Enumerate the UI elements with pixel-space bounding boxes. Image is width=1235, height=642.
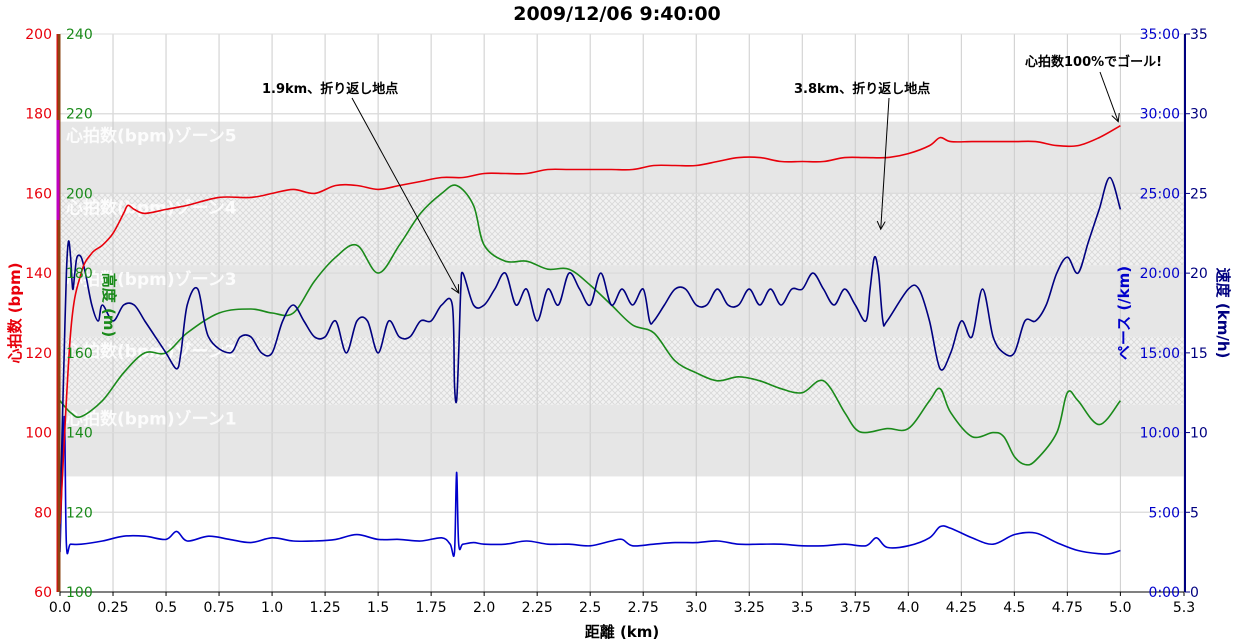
series-line-speed [59,176,1122,529]
zone-band [60,193,1184,266]
tick-label-x: 4.75 [1052,600,1083,616]
tick-label-x: 1.75 [416,600,447,616]
tick-label-pace: 25:00 [1140,186,1180,202]
series-line-pace [59,415,1121,558]
zone-label: 心拍数(bpm)ゾーン4 [66,197,237,218]
tick-label-hr: 180 [25,107,52,123]
tick-label-alt: 220 [66,107,93,123]
tick-label-x: 1.5 [367,600,389,616]
tick-label-hr: 100 [25,426,52,442]
axes-layer: 6080100120140160180200100120140160180200… [6,27,1232,641]
tick-label-hr: 120 [25,346,52,362]
tick-label-pace: 15:00 [1140,346,1180,362]
tick-label-x: 5.3 [1173,600,1195,616]
series-layer [59,125,1122,558]
tick-label-speed: 10 [1190,426,1208,442]
tick-label-x: 0.25 [97,600,128,616]
annotations-layer: 1.9km、折り返し地点 3.8km、折り返し地点 心拍数100%でゴール! [262,54,1162,293]
tick-label-x: 2.75 [628,600,659,616]
tick-label-alt: 100 [66,585,93,601]
zone-band [60,404,1184,477]
tick-label-x: 1.25 [310,600,341,616]
tick-label-x: 5.0 [1109,600,1131,616]
tick-label-pace: 10:00 [1140,426,1180,442]
tick-label-x: 4.0 [897,600,919,616]
annotation-arrow [351,97,459,293]
tick-label-x: 3.0 [685,600,707,616]
tick-label-alt: 180 [66,266,93,282]
tick-label-x: 3.75 [840,600,871,616]
tick-label-hr: 160 [25,186,52,202]
zone-labels-layer: 心拍数(bpm)ゾーン5 心拍数(bpm)ゾーン4 心拍数(bpm)ゾーン3 心拍数(… [66,126,237,430]
series-line-altitude [59,184,1122,466]
tick-label-pace: 5:00 [1149,505,1180,521]
zone-band [60,121,1184,194]
tick-label-speed: 35 [1190,27,1208,43]
zone-band [60,265,1184,337]
annotation-arrow [881,97,890,229]
tick-label-pace: 0:00 [1149,585,1180,601]
tick-label-alt: 140 [66,426,93,442]
zones-layer [60,121,1184,477]
zone-label: 心拍数(bpm)ゾーン5 [66,126,237,147]
tick-label-x: 2.5 [579,600,601,616]
tick-label-speed: 30 [1190,107,1208,123]
tick-label-hr: 60 [34,585,52,601]
y-axis-title-hr: 心拍数 (bpm) [6,262,24,363]
tick-label-x: 0.75 [203,600,234,616]
tick-label-speed: 20 [1190,266,1208,282]
zone-band [60,336,1184,405]
tick-label-pace: 20:00 [1140,266,1180,282]
tick-label-x: 0.0 [49,600,71,616]
annotation-arrow [1099,71,1118,122]
y-axis-title-pace: ペース (/km) [1115,266,1133,360]
series-line-heart-rate [59,125,1121,525]
tick-label-x: 2.0 [473,600,495,616]
tick-label-alt: 160 [66,346,93,362]
y-axis-title-speed: 速度 (km/h) [1214,268,1232,359]
zone-label: 心拍数(bpm)ゾーン3 [66,269,237,290]
tick-label-alt: 120 [66,505,93,521]
zone-label: 心拍数(bpm)ゾーン1 [66,409,237,430]
annotation-label: 3.8km、折り返し地点 [794,81,930,97]
tick-label-pace: 35:00 [1140,27,1180,43]
tick-label-pace: 30:00 [1140,107,1180,123]
chart-title: 2009/12/06 9:40:00 [513,3,721,25]
tick-label-x: 3.5 [791,600,813,616]
tick-label-x: 4.25 [946,600,977,616]
tick-label-x: 2.25 [522,600,553,616]
tick-label-alt: 240 [66,27,93,43]
y-axis-title-alt: 高度 (m) [100,273,118,338]
tick-label-x: 4.5 [1003,600,1025,616]
tick-label-speed: 5 [1190,505,1199,521]
tick-label-x: 0.5 [155,600,177,616]
x-axis-title: 距離 (km) [585,623,660,641]
annotation-label: 1.9km、折り返し地点 [262,81,398,97]
tick-label-hr: 200 [25,27,52,43]
tick-label-hr: 80 [34,505,52,521]
tick-label-speed: 15 [1190,346,1208,362]
annotation-label: 心拍数100%でゴール! [1025,54,1162,70]
tick-label-hr: 140 [25,266,52,282]
tick-label-alt: 200 [66,186,93,202]
tick-label-speed: 25 [1190,186,1208,202]
tick-label-x: 3.25 [734,600,765,616]
tick-label-x: 1.0 [261,600,283,616]
tick-label-speed: 0 [1190,585,1199,601]
